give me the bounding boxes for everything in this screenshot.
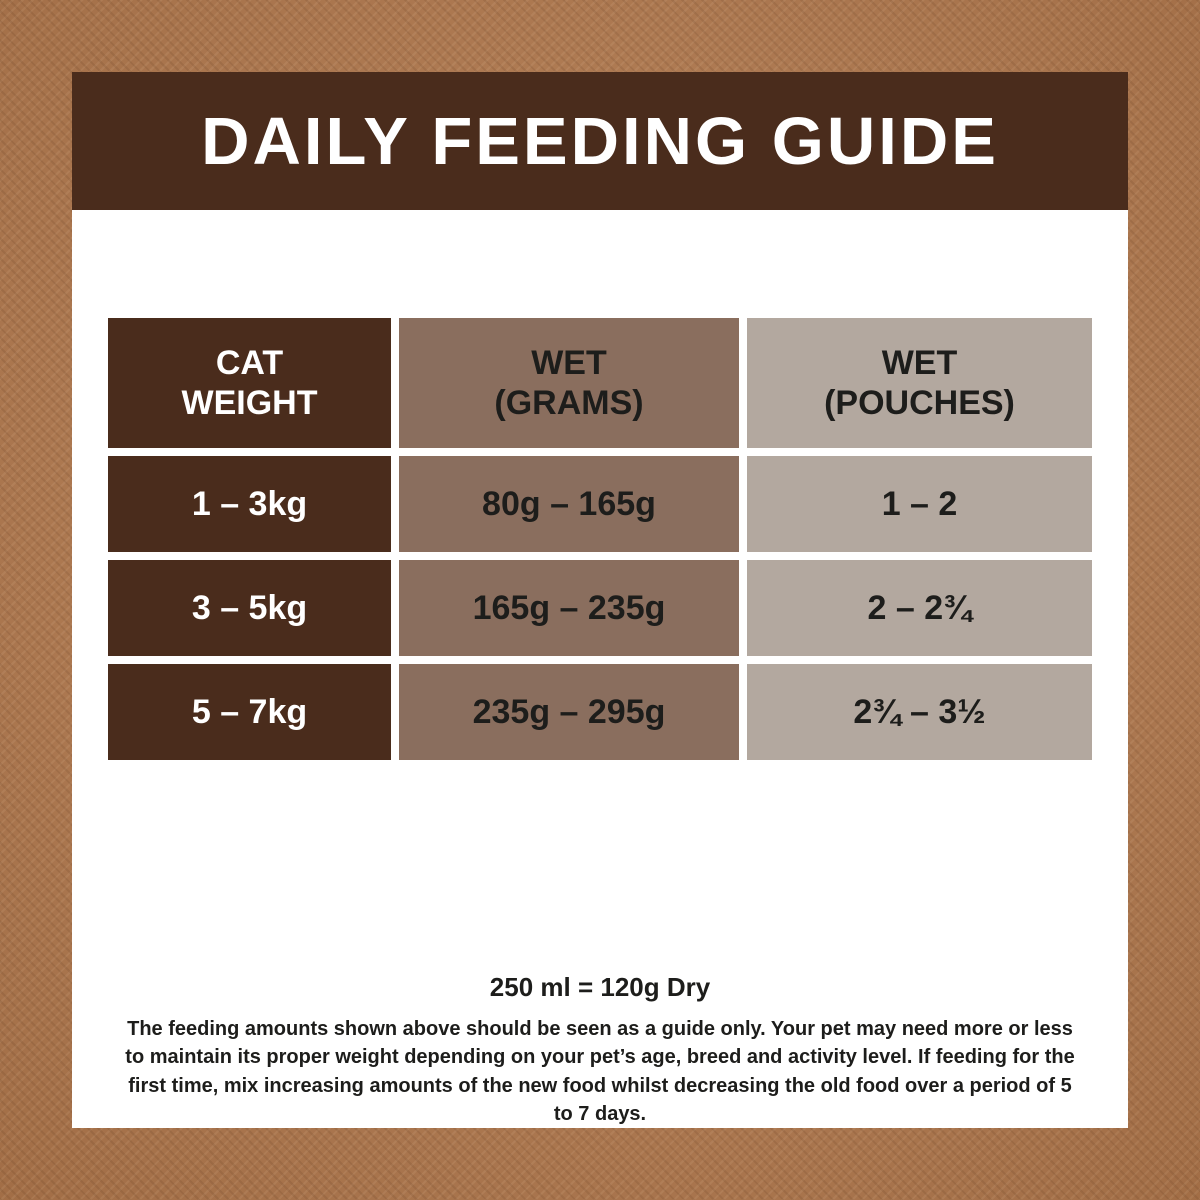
feeding-guide-card: DAILY FEEDING GUIDE CAT WEIGHT WET (GRAM… bbox=[72, 72, 1128, 1128]
column-header-line: WET bbox=[881, 343, 958, 382]
table-cell-grams: 165g – 235g bbox=[399, 560, 739, 656]
table-cell-weight: 1 – 3kg bbox=[108, 456, 391, 552]
page-title: DAILY FEEDING GUIDE bbox=[201, 103, 999, 179]
column-header-wet-grams: WET (GRAMS) bbox=[399, 318, 739, 448]
column-header-wet-pouches: WET (POUCHES) bbox=[747, 318, 1092, 448]
footer: 250 ml = 120g Dry The feeding amounts sh… bbox=[72, 972, 1128, 1129]
table-cell-pouches: 1 – 2 bbox=[747, 456, 1092, 552]
table-cell-pouches: 2 – 2¾ bbox=[747, 560, 1092, 656]
dry-conversion-text: 250 ml = 120g Dry bbox=[489, 972, 711, 1002]
table-cell-grams: 80g – 165g bbox=[399, 456, 739, 552]
column-header-line: CAT bbox=[215, 343, 284, 382]
table-cell-weight: 3 – 5kg bbox=[108, 560, 391, 656]
feeding-table: CAT WEIGHT WET (GRAMS) WET (POUCHES) 1 –… bbox=[108, 318, 1092, 760]
column-header-line: (POUCHES) bbox=[824, 384, 1015, 422]
table-cell-weight: 5 – 7kg bbox=[108, 664, 391, 760]
column-header-line: (GRAMS) bbox=[494, 384, 644, 422]
feeding-note-text: The feeding amounts shown above should b… bbox=[125, 1018, 1075, 1126]
column-header-cat-weight: CAT WEIGHT bbox=[108, 318, 391, 448]
column-header-line: WEIGHT bbox=[181, 384, 318, 422]
header-band: DAILY FEEDING GUIDE bbox=[72, 72, 1128, 210]
column-header-line: WET bbox=[531, 343, 607, 382]
table-cell-grams: 235g – 295g bbox=[399, 664, 739, 760]
table-cell-pouches: 2¾ – 3½ bbox=[747, 664, 1092, 760]
